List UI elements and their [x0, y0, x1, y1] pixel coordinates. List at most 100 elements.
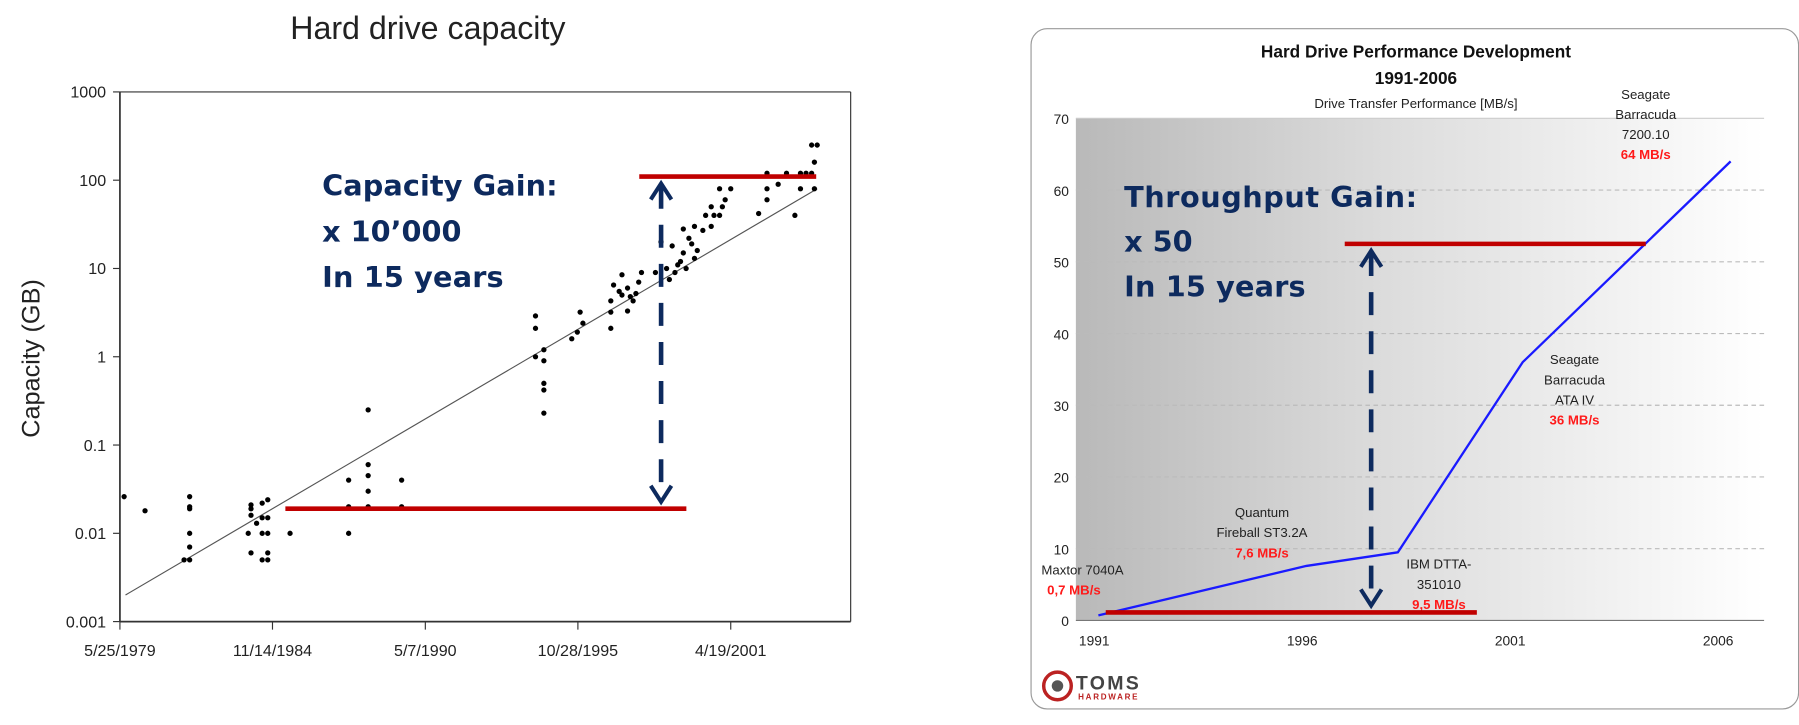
data-label: IBM DTTA- 351010 9,5 MB/s — [1406, 557, 1471, 612]
toms-hardware-logo: TOMS HARDWARE — [1041, 670, 1141, 702]
data-label: Maxtor 7040A 0,7 MB/s — [1041, 562, 1123, 597]
arrow-up-head — [1359, 247, 1384, 268]
data-point — [541, 410, 547, 416]
annotation: Throughput Gain: x 50 In 15 years — [1105, 180, 1646, 615]
data-label-value: 7,6 MB/s — [1235, 545, 1289, 560]
y-tick-label: 100 — [79, 172, 106, 190]
chart-title: Hard drive capacity — [290, 10, 566, 46]
y-axis-label: Drive Transfer Performance [MB/s] — [1314, 96, 1517, 111]
data-point — [248, 506, 254, 512]
data-point — [691, 255, 698, 262]
data-point — [365, 461, 371, 468]
data-point — [569, 336, 575, 342]
data-point — [814, 142, 820, 148]
data-point — [121, 494, 127, 500]
arrow-up-head — [649, 179, 674, 201]
data-point — [680, 226, 686, 232]
y-tick-label: 1 — [97, 348, 106, 366]
data-point — [708, 223, 714, 229]
data-point — [711, 212, 717, 218]
data-label-name: IBM DTTA- — [1406, 557, 1471, 572]
data-point — [702, 212, 709, 218]
data-point — [259, 500, 265, 506]
data-label-name: 7200.10 — [1622, 127, 1670, 142]
y-tick-label: 20 — [1054, 471, 1070, 486]
data-label: Seagate Barracuda 7200.10 64 MB/s — [1615, 87, 1677, 162]
capacity-chart: Hard drive capacity Capacity (GB) 100010… — [17, 10, 852, 660]
data-labels: Maxtor 7040A 0,7 MB/s Quantum Fireball ST3.… — [1041, 87, 1676, 612]
data-point — [686, 235, 692, 241]
data-point — [580, 320, 586, 326]
data-point — [574, 329, 580, 335]
data-point — [245, 530, 251, 536]
data-point — [719, 204, 726, 210]
data-point — [365, 407, 371, 413]
annotation-line-1: Capacity Gain: — [322, 168, 558, 202]
y-tick-label: 70 — [1054, 112, 1070, 127]
data-label-value: 0,7 MB/s — [1047, 583, 1101, 598]
data-label: Quantum Fireball ST3.2A 7,6 MB/s — [1217, 505, 1308, 560]
data-point — [663, 265, 670, 272]
data-point — [691, 223, 698, 229]
data-point — [248, 512, 254, 518]
trendline — [125, 188, 818, 596]
series-line — [1098, 160, 1732, 617]
data-point — [259, 557, 265, 563]
data-point — [755, 210, 762, 217]
data-point — [187, 506, 193, 512]
data-label-value: 36 MB/s — [1550, 413, 1600, 428]
data-point — [248, 502, 254, 508]
data-point — [365, 473, 371, 479]
annotation-line-2: x 10’000 — [322, 214, 461, 248]
y-tick-label: 60 — [1054, 184, 1070, 199]
data-point — [608, 309, 614, 315]
data-point — [694, 247, 700, 254]
chart-title: Hard Drive Performance Development — [1261, 41, 1571, 61]
data-point — [398, 477, 405, 483]
data-point — [265, 530, 271, 536]
y-axis-label: Capacity (GB) — [17, 279, 45, 438]
data-point — [630, 298, 636, 304]
annotation-line-2: x 50 — [1124, 225, 1193, 259]
data-point — [181, 557, 187, 563]
y-tick-label: 50 — [1054, 256, 1070, 271]
data-point — [811, 159, 818, 165]
data-point — [672, 269, 678, 276]
data-point — [187, 494, 193, 500]
data-point — [808, 142, 815, 148]
logo-text: TOMS — [1076, 672, 1141, 694]
scatter-points — [121, 142, 820, 563]
data-point — [532, 325, 539, 331]
y-tick-label: 0 — [1061, 614, 1069, 629]
x-tick-label: 11/14/1984 — [233, 642, 312, 660]
data-point — [728, 186, 734, 192]
data-point — [616, 288, 622, 295]
y-tick-label: 10 — [1054, 542, 1070, 557]
data-point — [627, 293, 633, 300]
data-label: Seagate Barracuda ATA IV 36 MB/s — [1544, 352, 1606, 427]
data-label-value: 9,5 MB/s — [1412, 597, 1466, 612]
data-point — [541, 387, 547, 393]
data-point — [619, 292, 625, 298]
x-tick-label: 5/7/1990 — [394, 642, 457, 660]
y-tick-label: 0.1 — [84, 437, 106, 455]
data-point — [638, 269, 645, 276]
data-point — [248, 550, 254, 556]
data-point — [541, 380, 547, 386]
data-point — [541, 358, 547, 364]
x-tick-label: 2001 — [1495, 634, 1526, 649]
y-tick-label: 0.001 — [66, 613, 106, 631]
y-tick-label: 0.01 — [75, 525, 106, 543]
data-point — [187, 544, 193, 550]
data-point — [345, 530, 352, 536]
data-point — [532, 354, 539, 360]
data-point — [716, 212, 723, 218]
data-point — [265, 557, 271, 563]
annotation-line-3: In 15 years — [322, 260, 504, 294]
axes: 1000 100 10 1 0.1 0.01 0.001 5/25/1979 11/14/198… — [66, 84, 852, 660]
data-label-name: Maxtor 7040A — [1041, 562, 1123, 577]
data-point — [689, 241, 695, 247]
data-point — [764, 186, 770, 192]
axes: 0 10 20 30 40 50 60 70 1991 1996 2001 2006 — [1054, 112, 1765, 649]
